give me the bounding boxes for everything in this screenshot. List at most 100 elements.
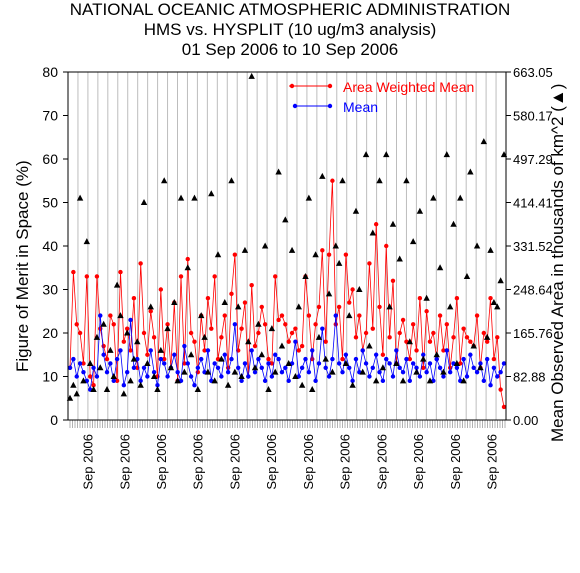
data-point xyxy=(340,369,345,375)
data-point xyxy=(377,304,382,310)
data-point xyxy=(195,365,201,370)
data-point xyxy=(232,322,238,327)
data-point xyxy=(501,404,507,410)
data-point xyxy=(336,304,342,310)
triangle-point xyxy=(369,229,376,236)
triangle-point xyxy=(157,346,165,353)
data-point xyxy=(138,261,143,266)
data-point xyxy=(81,361,86,366)
triangle-point xyxy=(211,377,218,384)
data-point xyxy=(215,365,221,370)
triangle-point xyxy=(103,386,111,393)
data-point xyxy=(427,361,433,366)
data-point xyxy=(131,365,137,370)
data-point xyxy=(468,339,473,344)
data-point xyxy=(353,335,359,340)
triangle-point xyxy=(258,351,265,358)
data-point xyxy=(384,356,389,362)
triangle-point xyxy=(372,377,380,384)
data-point xyxy=(373,222,379,227)
data-point xyxy=(357,313,362,318)
data-point xyxy=(188,374,194,379)
triangle-point xyxy=(245,338,252,345)
data-point xyxy=(397,365,402,370)
triangle-point xyxy=(292,373,299,379)
data-point xyxy=(363,361,369,366)
data-point xyxy=(447,369,453,375)
triangle-point xyxy=(161,177,168,184)
data-point xyxy=(306,369,312,375)
triangle-point xyxy=(426,377,434,384)
data-point xyxy=(151,369,157,375)
data-point xyxy=(192,383,197,388)
data-point xyxy=(451,335,456,340)
triangle-point xyxy=(130,355,138,362)
data-point xyxy=(370,365,375,370)
data-point xyxy=(424,309,429,314)
legend: Area Weighted Mean Mean xyxy=(289,79,474,115)
chart-date-range: 01 Sep 2006 to 10 Sep 2006 xyxy=(181,40,399,59)
triangle-point xyxy=(110,373,117,379)
x-tick-label: Sep 2006 xyxy=(301,434,316,490)
triangle-point xyxy=(406,338,413,345)
series-line xyxy=(69,180,505,407)
data-point xyxy=(340,356,345,362)
data-point xyxy=(454,365,460,370)
triangle-point xyxy=(349,381,356,388)
triangle-point xyxy=(359,368,366,375)
data-point xyxy=(380,378,386,384)
data-point xyxy=(151,335,157,340)
data-point xyxy=(377,369,382,375)
legend-marker-mean xyxy=(327,103,333,109)
data-point xyxy=(259,304,264,310)
y-tick-label: 50 xyxy=(42,195,58,211)
data-point xyxy=(205,348,211,353)
triangle-point xyxy=(319,172,326,179)
data-point xyxy=(249,348,254,353)
triangle-point xyxy=(76,194,84,201)
data-point xyxy=(124,326,130,331)
data-point xyxy=(141,365,147,370)
triangle-point xyxy=(413,368,420,375)
triangle-point xyxy=(483,333,491,340)
data-point xyxy=(387,361,392,366)
data-point xyxy=(229,291,234,297)
data-point xyxy=(188,330,194,336)
data-point xyxy=(491,356,497,362)
data-point xyxy=(498,387,503,392)
triangle-point xyxy=(127,377,134,384)
data-point xyxy=(478,361,483,366)
data-point xyxy=(178,274,184,279)
triangle-point xyxy=(164,325,171,332)
chart-subtitle: HMS vs. HYSPLIT (10 ug/m3 analysis) xyxy=(143,20,437,39)
legend-marker-area-weighted xyxy=(289,83,295,89)
triangle-point xyxy=(342,359,350,366)
data-point xyxy=(259,365,264,370)
data-point xyxy=(104,369,110,375)
data-point xyxy=(353,356,359,362)
data-point xyxy=(239,326,244,331)
data-point xyxy=(262,322,268,327)
triangle-point xyxy=(221,299,228,306)
data-point xyxy=(336,361,342,366)
triangle-point xyxy=(288,246,296,253)
chart-title: NATIONAL OCEANIC ATMOSPHERIC ADMINISTRAT… xyxy=(69,0,511,19)
triangle-point xyxy=(198,312,205,319)
data-point xyxy=(347,365,352,370)
triangle-point xyxy=(305,194,313,201)
data-point xyxy=(266,361,271,366)
data-point xyxy=(71,356,76,362)
triangle-point xyxy=(97,364,104,371)
data-point xyxy=(289,330,295,336)
triangle-point xyxy=(497,277,504,284)
data-point xyxy=(222,313,227,318)
data-point xyxy=(131,296,137,301)
triangle-point xyxy=(376,177,383,184)
data-point xyxy=(212,361,217,366)
triangle-point xyxy=(339,177,346,184)
data-point xyxy=(474,313,480,318)
data-point xyxy=(91,383,96,388)
triangle-point xyxy=(389,220,397,227)
triangle-point xyxy=(251,364,259,371)
x-tick-label: Sep 2006 xyxy=(448,434,463,490)
